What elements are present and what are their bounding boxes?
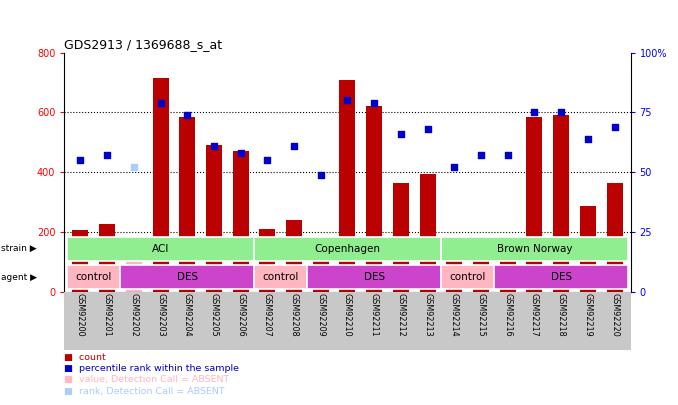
- Text: agent ▶: agent ▶: [1, 273, 37, 281]
- Point: [529, 109, 540, 115]
- Text: DES: DES: [551, 272, 572, 282]
- Point: [369, 100, 380, 106]
- Bar: [526, 117, 542, 292]
- Bar: [420, 174, 435, 292]
- Text: GSM92213: GSM92213: [423, 293, 432, 337]
- Bar: [206, 145, 222, 292]
- Point: [262, 157, 273, 163]
- Point: [395, 131, 406, 137]
- Text: ■  rank, Detection Call = ABSENT: ■ rank, Detection Call = ABSENT: [64, 387, 225, 396]
- Bar: [500, 239, 516, 292]
- Point: [289, 143, 300, 149]
- Text: GSM92206: GSM92206: [236, 293, 245, 337]
- Text: GSM92212: GSM92212: [397, 293, 405, 337]
- Bar: [153, 78, 169, 292]
- Text: GSM92220: GSM92220: [610, 293, 619, 337]
- Bar: [307, 265, 441, 289]
- Text: GSM92217: GSM92217: [530, 293, 539, 337]
- Text: GSM92203: GSM92203: [156, 293, 165, 337]
- Text: Copenhagen: Copenhagen: [315, 244, 380, 254]
- Bar: [260, 229, 275, 292]
- Point: [342, 97, 353, 104]
- Bar: [67, 265, 121, 289]
- Point: [609, 124, 620, 130]
- Bar: [67, 237, 254, 261]
- Point: [315, 171, 326, 178]
- Text: GSM92210: GSM92210: [343, 293, 352, 337]
- Point: [155, 100, 166, 106]
- Bar: [179, 117, 195, 292]
- Point: [449, 164, 460, 171]
- Text: GSM92218: GSM92218: [557, 293, 565, 337]
- Bar: [441, 265, 494, 289]
- Bar: [473, 254, 489, 292]
- Bar: [313, 257, 329, 292]
- Bar: [553, 115, 569, 292]
- Text: GSM92219: GSM92219: [583, 293, 593, 337]
- Point: [102, 152, 113, 159]
- Bar: [340, 79, 355, 292]
- Text: GSM92204: GSM92204: [183, 293, 192, 337]
- Text: Brown Norway: Brown Norway: [497, 244, 572, 254]
- Point: [75, 157, 86, 163]
- Text: ■  percentile rank within the sample: ■ percentile rank within the sample: [64, 364, 239, 373]
- Point: [556, 109, 567, 115]
- Text: GSM92214: GSM92214: [450, 293, 459, 337]
- Bar: [121, 265, 254, 289]
- Point: [182, 111, 193, 118]
- Bar: [126, 244, 142, 292]
- Text: control: control: [262, 272, 299, 282]
- Bar: [233, 151, 249, 292]
- Bar: [99, 224, 115, 292]
- Bar: [446, 239, 462, 292]
- Text: DES: DES: [363, 272, 384, 282]
- Bar: [441, 237, 628, 261]
- Text: strain ▶: strain ▶: [1, 244, 37, 253]
- Point: [235, 150, 246, 156]
- Bar: [254, 237, 441, 261]
- Text: GSM92200: GSM92200: [76, 293, 85, 337]
- Text: GDS2913 / 1369688_s_at: GDS2913 / 1369688_s_at: [64, 38, 222, 51]
- Point: [422, 126, 433, 132]
- Text: ■  count: ■ count: [64, 353, 106, 362]
- Bar: [580, 207, 596, 292]
- Bar: [254, 265, 307, 289]
- Text: GSM92207: GSM92207: [263, 293, 272, 337]
- Bar: [607, 183, 622, 292]
- Text: control: control: [450, 272, 486, 282]
- Text: ACI: ACI: [152, 244, 170, 254]
- Point: [209, 143, 220, 149]
- Point: [475, 152, 486, 159]
- Text: GSM92216: GSM92216: [503, 293, 512, 337]
- Text: GSM92209: GSM92209: [316, 293, 325, 337]
- Text: GSM92205: GSM92205: [210, 293, 218, 337]
- Text: GSM92202: GSM92202: [129, 293, 138, 337]
- Text: DES: DES: [177, 272, 198, 282]
- Point: [582, 135, 593, 142]
- Point: [502, 152, 513, 159]
- Bar: [366, 107, 382, 292]
- Text: GSM92208: GSM92208: [290, 293, 298, 337]
- Bar: [73, 230, 88, 292]
- Bar: [286, 220, 302, 292]
- Text: control: control: [76, 272, 112, 282]
- Text: ■  value, Detection Call = ABSENT: ■ value, Detection Call = ABSENT: [64, 375, 230, 384]
- Point: [128, 164, 139, 171]
- Bar: [393, 183, 409, 292]
- Text: GSM92215: GSM92215: [477, 293, 485, 337]
- Text: GSM92201: GSM92201: [102, 293, 112, 337]
- Bar: [494, 265, 628, 289]
- Text: GSM92211: GSM92211: [370, 293, 379, 337]
